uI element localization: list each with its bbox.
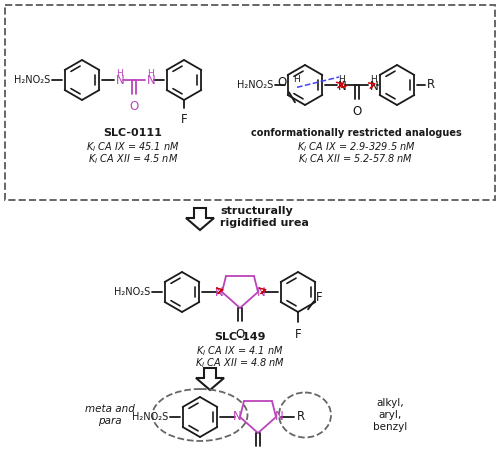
Text: $\mathit{K}$$_\mathregular{I}$ CA IX = 4.1 nM: $\mathit{K}$$_\mathregular{I}$ CA IX = 4…: [196, 344, 284, 358]
Text: O: O: [278, 76, 287, 89]
Text: F: F: [316, 291, 322, 304]
Text: $\mathit{K}$$_\mathregular{I}$ CA XII = 5.2-57.8 nM: $\mathit{K}$$_\mathregular{I}$ CA XII = …: [298, 152, 414, 166]
Text: $\mathit{K}$$_\mathregular{I}$ CA XII = 4.5 nM: $\mathit{K}$$_\mathregular{I}$ CA XII = …: [88, 152, 178, 166]
Text: R: R: [427, 78, 435, 91]
Text: H₂NO₂S: H₂NO₂S: [114, 287, 150, 297]
Text: structurally
rigidified urea: structurally rigidified urea: [220, 206, 309, 228]
Text: $\mathit{K}$$_\mathregular{I}$ CA XII = 4.8 nM: $\mathit{K}$$_\mathregular{I}$ CA XII = …: [195, 356, 285, 370]
Text: N: N: [338, 80, 347, 93]
Text: H₂NO₂S: H₂NO₂S: [132, 412, 168, 422]
Text: $\mathit{K}$$_\mathregular{I}$ CA IX = 45.1 nM: $\mathit{K}$$_\mathregular{I}$ CA IX = 4…: [86, 140, 180, 154]
Text: SLC-149: SLC-149: [214, 332, 266, 342]
Text: conformationally restricted analogues: conformationally restricted analogues: [250, 128, 462, 138]
Text: O: O: [236, 328, 244, 341]
Text: H: H: [370, 75, 377, 84]
Text: F: F: [180, 113, 188, 126]
Text: N: N: [370, 80, 379, 93]
Text: N: N: [214, 285, 224, 298]
Polygon shape: [196, 368, 224, 390]
Text: R: R: [297, 410, 305, 423]
Text: N: N: [116, 75, 125, 87]
Polygon shape: [186, 208, 214, 230]
Text: O: O: [352, 105, 362, 118]
Text: H: H: [116, 69, 123, 78]
Text: $\mathit{K}$$_\mathregular{I}$ CA IX = 2.9-329.5 nM: $\mathit{K}$$_\mathregular{I}$ CA IX = 2…: [296, 140, 416, 154]
Text: O: O: [130, 100, 138, 113]
Text: F: F: [294, 328, 302, 341]
Text: meta and
para: meta and para: [85, 404, 135, 426]
Text: N: N: [232, 410, 241, 423]
Text: N: N: [147, 75, 156, 87]
Text: H: H: [338, 75, 345, 84]
Text: N: N: [256, 285, 266, 298]
Text: H: H: [293, 75, 300, 84]
Text: alkyl,
aryl,
benzyl: alkyl, aryl, benzyl: [373, 398, 407, 432]
Text: H: H: [147, 69, 154, 78]
Text: N: N: [274, 410, 283, 423]
Text: H₂NO₂S: H₂NO₂S: [237, 80, 273, 90]
Text: SLC-0111: SLC-0111: [104, 128, 162, 138]
Bar: [5, 5, 495, 200]
Text: H₂NO₂S: H₂NO₂S: [14, 75, 50, 85]
